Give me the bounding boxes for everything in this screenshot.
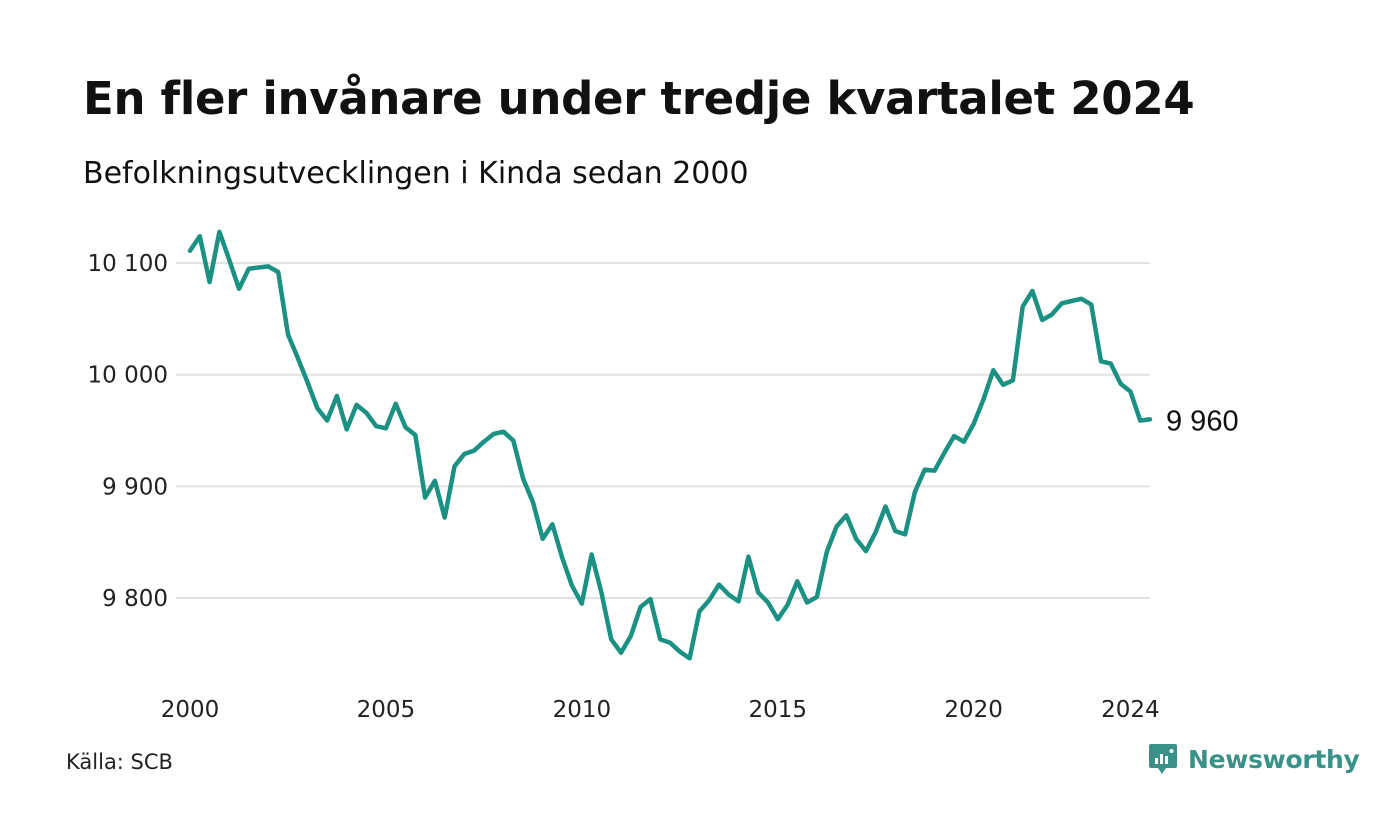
y-axis-ticks: 9 800 9 900 10 000 10 100 — [88, 251, 168, 612]
series-line-population — [187, 229, 1153, 661]
y-tick-label: 9 800 — [102, 586, 168, 612]
x-tick-label: 2010 — [553, 697, 612, 723]
x-tick-label: 2000 — [161, 697, 220, 723]
y-tick-label: 9 900 — [102, 474, 168, 500]
y-tick-label: 10 000 — [88, 363, 168, 389]
grid-lines — [176, 262, 1150, 600]
last-value-label: 9 960 — [1166, 405, 1239, 437]
y-tick-label: 10 100 — [88, 251, 168, 277]
brand[interactable]: Newsworthy — [1148, 742, 1360, 776]
newsworthy-logo-icon — [1149, 744, 1177, 774]
x-tick-label: 2024 — [1101, 697, 1160, 723]
x-tick-label: 2005 — [357, 697, 416, 723]
brand-name: Newsworthy — [1188, 744, 1360, 774]
x-axis-ticks: 2000 2005 2010 2015 2020 2024 — [161, 697, 1160, 723]
chart-subtitle: Befolkningsutvecklingen i Kinda sedan 20… — [83, 156, 749, 191]
x-tick-label: 2015 — [748, 697, 807, 723]
chart-title: En fler invånare under tredje kvartalet … — [83, 72, 1195, 125]
x-tick-label: 2020 — [944, 697, 1003, 723]
source-note: Källa: SCB — [66, 750, 173, 774]
